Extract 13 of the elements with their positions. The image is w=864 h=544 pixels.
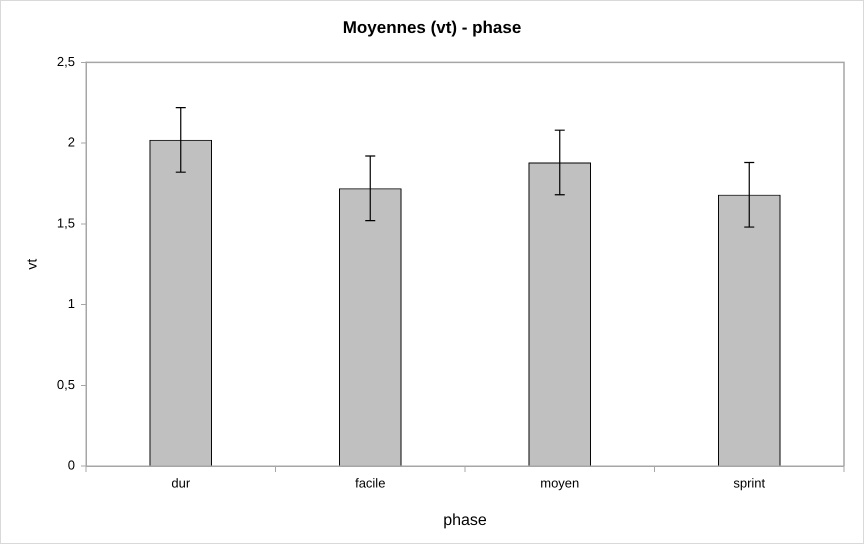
- chart-title: Moyennes (vt) - phase: [342, 18, 522, 37]
- x-axis-title: phase: [443, 512, 487, 529]
- x-tick-label: facile: [355, 475, 386, 490]
- y-axis-title: vt: [23, 258, 40, 270]
- y-tick-label: 0: [68, 458, 75, 473]
- x-tick-label: moyen: [540, 475, 580, 490]
- x-tick-label: dur: [171, 475, 191, 490]
- y-tick-label: 2,5: [56, 54, 75, 69]
- y-tick-label: 0,5: [56, 376, 75, 392]
- y-tick-label: 2: [68, 134, 75, 150]
- y-tick-label: 1: [68, 296, 75, 312]
- y-tick-label: 1,5: [56, 215, 75, 230]
- x-tick-label: sprint: [733, 475, 766, 490]
